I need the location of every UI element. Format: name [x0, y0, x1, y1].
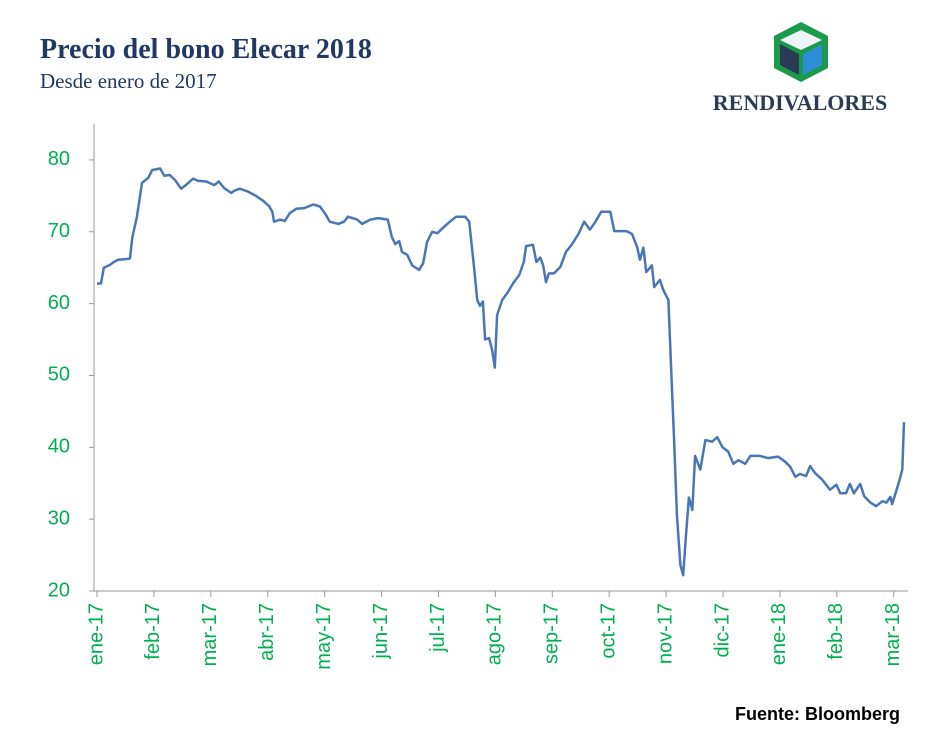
y-tick-label: 40: [48, 436, 70, 458]
x-tick-label: feb-17: [142, 603, 164, 660]
chart-title: Precio del bono Elecar 2018: [40, 34, 372, 65]
x-tick-label: mar-18: [882, 603, 904, 666]
logo-top: [780, 30, 822, 50]
y-tick-label: 50: [48, 364, 70, 386]
x-tick-label: may-17: [313, 603, 335, 670]
price-line: [97, 167, 906, 577]
x-tick-label: jul-17: [427, 603, 449, 653]
y-tick-label: 60: [48, 292, 70, 314]
x-tick-label: feb-18: [825, 603, 847, 660]
x-tick-label: nov-17: [654, 603, 676, 664]
x-tick-label: oct-17: [597, 603, 619, 659]
x-tick-label: sep-17: [541, 603, 563, 664]
logo-text: RENDIVALORES: [713, 90, 887, 115]
x-tick-label: mar-17: [199, 603, 221, 666]
logo-left: [780, 44, 799, 75]
x-tick-label: ene-18: [768, 603, 790, 665]
y-tick-label: 20: [48, 579, 70, 601]
x-tick-label: abr-17: [256, 603, 278, 661]
x-tick-label: ago-17: [484, 603, 506, 665]
logo: RENDIVALORES: [713, 22, 887, 115]
logo-right: [803, 44, 822, 75]
x-tick-label: dic-17: [711, 603, 733, 657]
source-note: Fuente: Bloomberg: [735, 704, 900, 724]
y-tick-label: 30: [48, 507, 70, 529]
x-tick-label: jun-17: [370, 603, 392, 660]
y-tick-label: 70: [48, 220, 70, 242]
x-tick-label: ene-17: [85, 603, 107, 665]
y-tick-label: 80: [48, 148, 70, 170]
chart-subtitle: Desde enero de 2017: [40, 69, 217, 93]
